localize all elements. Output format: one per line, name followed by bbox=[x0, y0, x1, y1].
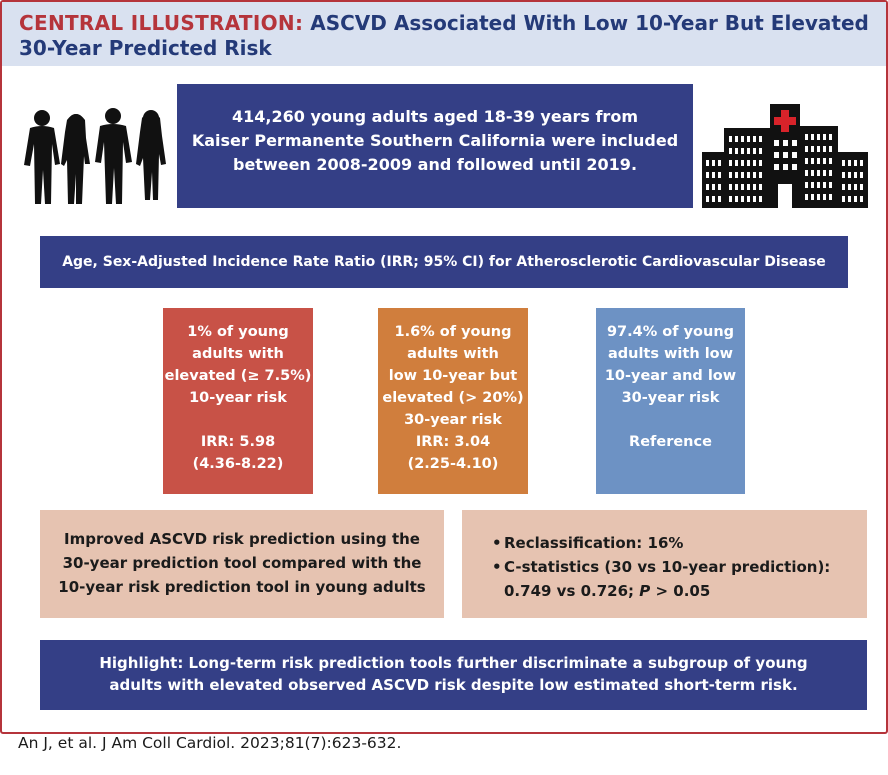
conclusion-line: Improved ASCVD risk prediction using the bbox=[64, 530, 420, 548]
title-text: ASCVD Associated With Low 10-Year But El… bbox=[19, 11, 869, 60]
intro-line: Kaiser Permanente Southern California we… bbox=[191, 131, 679, 150]
bullet-text: Reclassification: 16% bbox=[504, 534, 684, 552]
highlight-line: adults with elevated observed ASCVD risk… bbox=[109, 676, 798, 694]
group-line: adults with bbox=[192, 346, 284, 362]
bullet-text: 0.749 vs 0.726; bbox=[504, 582, 640, 600]
irr-value: IRR: 3.04 bbox=[415, 434, 491, 450]
group-line: 10-year risk bbox=[189, 390, 287, 406]
title-lead: CENTRAL ILLUSTRATION: bbox=[19, 11, 304, 35]
group-line: 30-year risk bbox=[404, 412, 502, 428]
group-line: low 10-year but bbox=[388, 368, 518, 384]
illustration-frame bbox=[0, 0, 888, 734]
group-line: adults with bbox=[407, 346, 499, 362]
conclusion-left-box: Improved ASCVD risk prediction using the… bbox=[40, 510, 444, 618]
page-title: CENTRAL ILLUSTRATION: ASCVD Associated W… bbox=[19, 11, 869, 61]
people-silhouettes-icon bbox=[24, 108, 166, 204]
group-line: 10-year and low bbox=[604, 368, 737, 384]
irr-ci: (2.25-4.10) bbox=[407, 456, 499, 472]
bullet-text: C-statistics (30 vs 10-year prediction): bbox=[504, 558, 831, 576]
bullet-continuation: 0.749 vs 0.726; P > 0.05 bbox=[492, 579, 867, 603]
irr-heading: Age, Sex-Adjusted Incidence Rate Ratio (… bbox=[40, 236, 848, 322]
bullet-item: • Reclassification: 16% bbox=[492, 531, 867, 555]
bullet-text: > 0.05 bbox=[650, 582, 711, 600]
citation: An J, et al. J Am Coll Cardiol. 2023;81(… bbox=[18, 734, 402, 752]
group-line: 30-year risk bbox=[621, 390, 720, 406]
group-reference: 97.4% of young adults with low 10-year a… bbox=[596, 308, 745, 494]
group-line: elevated (≥ 7.5%) bbox=[164, 368, 312, 384]
conclusion-line: 10-year risk prediction tool in young ad… bbox=[58, 578, 426, 596]
highlight-line: Highlight: Long-term risk prediction too… bbox=[99, 654, 808, 672]
highlight-box: Highlight: Long-term risk prediction too… bbox=[40, 640, 867, 710]
irr-value: IRR: 5.98 bbox=[200, 434, 276, 450]
group-line: adults with low bbox=[607, 346, 734, 362]
study-population-box: 414,260 young adults aged 18-39 years fr… bbox=[177, 84, 693, 208]
header-band: CENTRAL ILLUSTRATION: ASCVD Associated W… bbox=[2, 2, 886, 66]
p-symbol: P bbox=[639, 582, 651, 600]
conclusion-right-box: • Reclassification: 16% • C-statistics (… bbox=[462, 510, 867, 618]
bullet-item: • C-statistics (30 vs 10-year prediction… bbox=[492, 555, 867, 579]
irr-ci: (4.36-8.22) bbox=[192, 456, 284, 472]
bullet-glyph: • bbox=[492, 534, 502, 552]
group-line: 1.6% of young bbox=[394, 324, 512, 340]
group-elevated-30yr: 1.6% of young adults with low 10-year bu… bbox=[378, 308, 528, 494]
bullet-glyph: • bbox=[492, 558, 502, 576]
hospital-icon bbox=[702, 104, 868, 208]
irr-value: Reference bbox=[629, 434, 712, 450]
group-line: 1% of young bbox=[187, 324, 289, 340]
intro-line: 414,260 young adults aged 18-39 years fr… bbox=[232, 107, 638, 126]
group-line: elevated (> 20%) bbox=[382, 390, 524, 406]
conclusion-line: 30-year prediction tool compared with th… bbox=[62, 554, 422, 572]
group-line: 97.4% of young bbox=[606, 324, 735, 340]
intro-line: between 2008-2009 and followed until 201… bbox=[232, 155, 638, 174]
group-elevated-10yr: 1% of young adults with elevated (≥ 7.5%… bbox=[163, 308, 313, 494]
